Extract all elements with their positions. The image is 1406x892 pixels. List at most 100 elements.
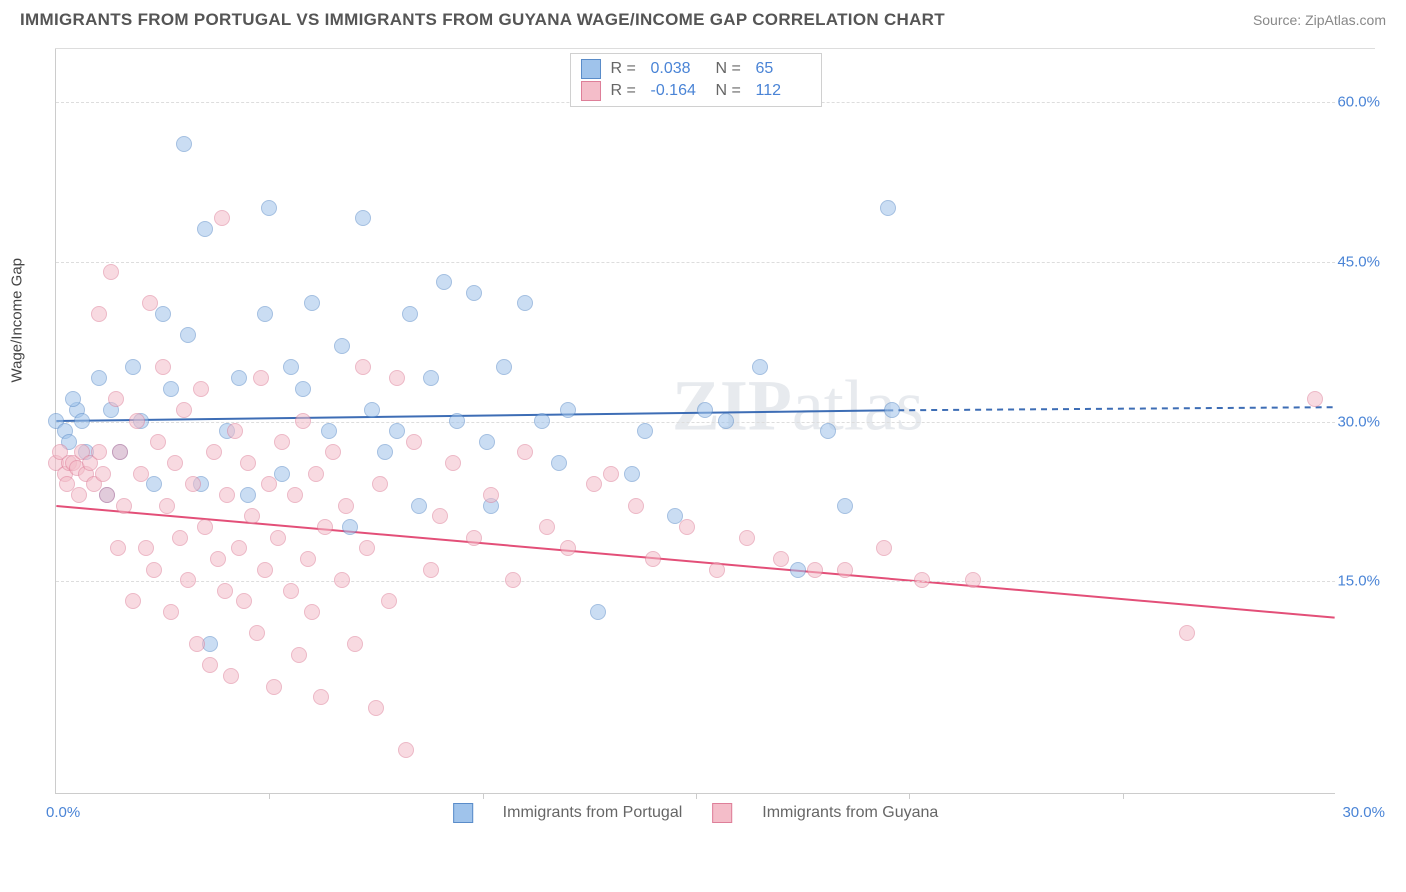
x-tick bbox=[269, 793, 270, 799]
point-guyana bbox=[99, 487, 115, 503]
point-portugal bbox=[155, 306, 171, 322]
point-portugal bbox=[146, 476, 162, 492]
point-guyana bbox=[300, 551, 316, 567]
legend-stats: R =0.038N =65R =-0.164N =112 bbox=[570, 53, 822, 107]
point-guyana bbox=[146, 562, 162, 578]
point-portugal bbox=[231, 370, 247, 386]
point-portugal bbox=[321, 423, 337, 439]
point-guyana bbox=[406, 434, 422, 450]
point-guyana bbox=[244, 508, 260, 524]
point-portugal bbox=[389, 423, 405, 439]
point-portugal bbox=[436, 274, 452, 290]
point-guyana bbox=[274, 434, 290, 450]
plot-area: ZIPatlas R =0.038N =65R =-0.164N =112 Im… bbox=[55, 49, 1335, 794]
gridline bbox=[56, 262, 1335, 263]
point-portugal bbox=[837, 498, 853, 514]
legend-series-label: Immigrants from Portugal bbox=[503, 804, 683, 822]
legend-swatch bbox=[712, 803, 732, 823]
point-portugal bbox=[257, 306, 273, 322]
point-guyana bbox=[91, 306, 107, 322]
point-guyana bbox=[185, 476, 201, 492]
point-guyana bbox=[1307, 391, 1323, 407]
point-guyana bbox=[240, 455, 256, 471]
point-guyana bbox=[287, 487, 303, 503]
point-portugal bbox=[752, 359, 768, 375]
legend-series: Immigrants from Portugal Immigrants from … bbox=[453, 803, 939, 823]
point-guyana bbox=[91, 444, 107, 460]
point-guyana bbox=[193, 381, 209, 397]
point-guyana bbox=[227, 423, 243, 439]
r-label: R = bbox=[611, 82, 641, 100]
point-guyana bbox=[359, 540, 375, 556]
point-portugal bbox=[479, 434, 495, 450]
legend-swatch bbox=[453, 803, 473, 823]
point-guyana bbox=[133, 466, 149, 482]
point-guyana bbox=[368, 700, 384, 716]
point-guyana bbox=[965, 572, 981, 588]
point-guyana bbox=[283, 583, 299, 599]
point-guyana bbox=[304, 604, 320, 620]
point-guyana bbox=[257, 562, 273, 578]
point-portugal bbox=[411, 498, 427, 514]
x-axis-min-label: 0.0% bbox=[46, 804, 80, 821]
point-guyana bbox=[372, 476, 388, 492]
point-portugal bbox=[74, 413, 90, 429]
point-guyana bbox=[159, 498, 175, 514]
point-portugal bbox=[65, 391, 81, 407]
point-portugal bbox=[697, 402, 713, 418]
point-guyana bbox=[1179, 625, 1195, 641]
point-portugal bbox=[261, 200, 277, 216]
point-guyana bbox=[261, 476, 277, 492]
gridline bbox=[56, 581, 1335, 582]
point-portugal bbox=[718, 413, 734, 429]
point-guyana bbox=[110, 540, 126, 556]
r-label: R = bbox=[611, 60, 641, 78]
point-guyana bbox=[773, 551, 789, 567]
point-guyana bbox=[125, 593, 141, 609]
y-tick-label: 60.0% bbox=[1337, 94, 1380, 111]
point-guyana bbox=[167, 455, 183, 471]
point-guyana bbox=[603, 466, 619, 482]
legend-swatch bbox=[581, 81, 601, 101]
point-portugal bbox=[163, 381, 179, 397]
point-portugal bbox=[449, 413, 465, 429]
point-portugal bbox=[560, 402, 576, 418]
point-portugal bbox=[517, 295, 533, 311]
point-guyana bbox=[539, 519, 555, 535]
point-portugal bbox=[176, 136, 192, 152]
y-axis-title: Wage/Income Gap bbox=[9, 257, 26, 382]
legend-series-label: Immigrants from Guyana bbox=[762, 804, 938, 822]
point-guyana bbox=[645, 551, 661, 567]
point-guyana bbox=[142, 295, 158, 311]
n-value: 112 bbox=[756, 82, 811, 100]
chart-header: IMMIGRANTS FROM PORTUGAL VS IMMIGRANTS F… bbox=[0, 0, 1406, 38]
chart-container: Wage/Income Gap ZIPatlas R =0.038N =65R … bbox=[55, 48, 1375, 818]
point-guyana bbox=[398, 742, 414, 758]
point-portugal bbox=[637, 423, 653, 439]
point-portugal bbox=[91, 370, 107, 386]
point-guyana bbox=[313, 689, 329, 705]
point-portugal bbox=[364, 402, 380, 418]
gridline bbox=[56, 422, 1335, 423]
point-guyana bbox=[138, 540, 154, 556]
legend-stat-row: R =-0.164N =112 bbox=[581, 80, 811, 102]
x-tick bbox=[696, 793, 697, 799]
chart-title: IMMIGRANTS FROM PORTUGAL VS IMMIGRANTS F… bbox=[20, 10, 945, 30]
point-guyana bbox=[172, 530, 188, 546]
n-label: N = bbox=[716, 82, 746, 100]
point-guyana bbox=[112, 444, 128, 460]
n-value: 65 bbox=[756, 60, 811, 78]
point-guyana bbox=[709, 562, 725, 578]
point-portugal bbox=[820, 423, 836, 439]
point-guyana bbox=[381, 593, 397, 609]
point-portugal bbox=[377, 444, 393, 460]
point-guyana bbox=[71, 487, 87, 503]
point-guyana bbox=[432, 508, 448, 524]
point-guyana bbox=[206, 444, 222, 460]
point-guyana bbox=[445, 455, 461, 471]
point-portugal bbox=[551, 455, 567, 471]
point-portugal bbox=[283, 359, 299, 375]
point-portugal bbox=[590, 604, 606, 620]
x-tick bbox=[909, 793, 910, 799]
point-guyana bbox=[249, 625, 265, 641]
